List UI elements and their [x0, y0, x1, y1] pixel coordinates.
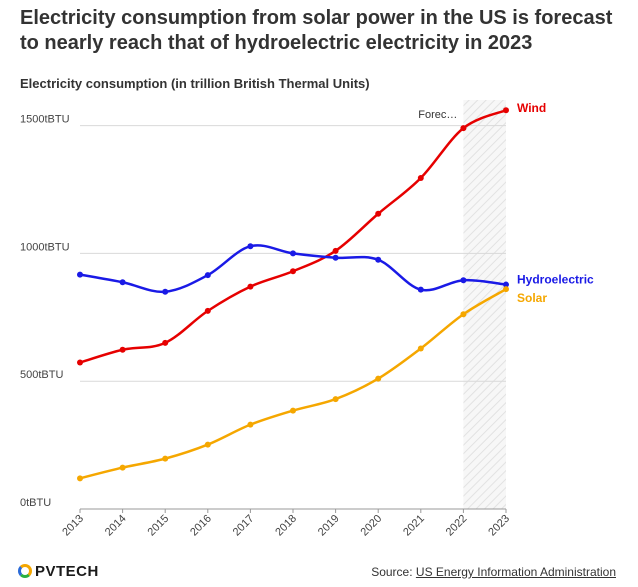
y-tick-label: 1500tBTU: [20, 114, 70, 126]
solar-data-point: [162, 455, 169, 462]
solar-data-point: [460, 311, 467, 318]
wind-data-point: [332, 247, 339, 254]
forecast-label: Forec…: [418, 109, 457, 121]
x-tick-label: 2017: [231, 513, 257, 539]
hydroelectric-data-point: [290, 250, 296, 257]
solar-data-point: [375, 375, 382, 382]
wind-data-point: [460, 125, 467, 132]
wind-data-point: [162, 339, 169, 346]
x-tick-label: 2016: [188, 513, 214, 539]
x-tick-label: 2014: [103, 513, 129, 539]
pvtech-logo: PVTECH: [18, 563, 99, 580]
x-tick-label: 2018: [273, 513, 299, 539]
source-prefix: Source:: [371, 565, 413, 579]
solar-data-point: [503, 286, 509, 293]
x-tick-label: 2021: [401, 513, 427, 539]
solar-data-point: [332, 396, 339, 403]
chart-subtitle: Electricity consumption (in trillion Bri…: [20, 76, 370, 91]
hydroelectric-data-point: [460, 277, 467, 284]
solar-data-point: [247, 421, 254, 428]
x-tick-label: 2022: [444, 513, 470, 539]
solar-series-label: Solar: [517, 291, 547, 305]
solar-data-point: [417, 345, 424, 352]
hydroelectric-series-label: Hydroelectric: [517, 273, 594, 287]
x-tick-label: 2020: [359, 513, 385, 539]
solar-data-point: [290, 407, 296, 414]
wind-data-point: [119, 346, 126, 353]
wind-data-point: [290, 268, 296, 275]
solar-series-line: [79, 288, 507, 480]
x-tick-label: 2015: [146, 513, 172, 539]
hydroelectric-data-point: [375, 256, 382, 263]
wind-series-line: [79, 109, 507, 364]
wind-series-label: Wind: [517, 101, 546, 115]
y-tick-label: 0tBTU: [20, 497, 51, 509]
hydroelectric-data-point: [119, 279, 126, 286]
wind-data-point: [417, 174, 424, 181]
solar-data-point: [204, 441, 211, 448]
hydroelectric-data-point: [417, 286, 424, 293]
hydroelectric-data-point: [247, 243, 254, 250]
source-link[interactable]: US Energy Information Administration: [415, 565, 616, 579]
hydroelectric-data-point: [503, 281, 509, 288]
x-tick-label: 2013: [60, 513, 86, 539]
logo-icon: [18, 564, 32, 578]
x-tick-label: 2023: [486, 513, 512, 539]
y-tick-label: 500tBTU: [20, 369, 63, 381]
hydroelectric-data-point: [162, 288, 169, 295]
wind-data-point: [247, 283, 254, 290]
hydroelectric-data-point: [204, 272, 211, 279]
chart-title: Electricity consumption from solar power…: [20, 7, 613, 54]
logo-text: PVTECH: [35, 563, 99, 580]
hydroelectric-data-point: [332, 254, 339, 261]
solar-data-point: [77, 475, 83, 482]
wind-data-point: [77, 359, 83, 366]
wind-data-point: [503, 107, 509, 114]
y-tick-label: 1000tBTU: [20, 241, 70, 253]
source-credit: Source: US Energy Information Administra…: [371, 565, 616, 579]
line-chart: Forec… 0tBTU 500tBTU 1000tBTU 1500tBTU 2013 2…: [20, 100, 594, 539]
forecast-band: [463, 100, 506, 509]
hydroelectric-data-point: [77, 271, 83, 278]
x-tick-label: 2019: [316, 513, 342, 539]
wind-data-point: [375, 210, 382, 217]
wind-data-point: [204, 307, 211, 314]
solar-data-point: [119, 464, 126, 471]
